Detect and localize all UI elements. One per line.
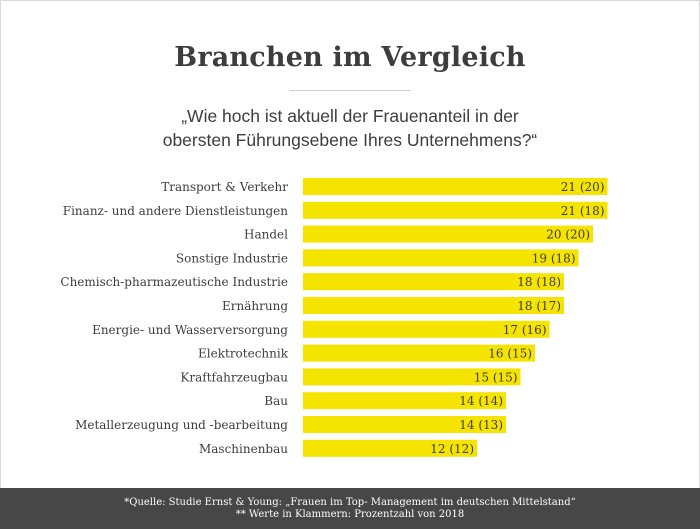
chart-subtitle: „Wie hoch ist aktuell der Frauenanteil i…: [0, 104, 700, 152]
bar: [303, 368, 521, 386]
category-label: Handel: [244, 228, 288, 242]
chart-title: Branchen im Vergleich: [174, 42, 526, 73]
category-label: Transport & Verkehr: [161, 180, 288, 194]
bar-value-label: 15 (15): [474, 370, 518, 384]
category-label: Finanz- und andere Dienstleistungen: [63, 204, 289, 218]
bar-value-label: 21 (20): [561, 180, 605, 194]
subtitle-line-1: „Wie hoch ist aktuell der Frauenanteil i…: [181, 106, 519, 126]
bar: [303, 249, 579, 267]
category-label: Kraftfahrzeugbau: [180, 370, 288, 384]
source-footer: *Quelle: Studie Ernst & Young: „Frauen i…: [0, 488, 700, 529]
bar: [303, 201, 608, 219]
bar-value-label: 19 (18): [532, 251, 576, 265]
bar: [303, 178, 608, 195]
subtitle-line-2: obersten Führungsebene Ihres Unternehmen…: [162, 130, 538, 150]
category-label: Chemisch-pharmazeutische Industrie: [60, 275, 288, 289]
bar: [303, 344, 535, 362]
bar: [303, 320, 550, 338]
bar: [303, 297, 564, 314]
bar-value-label: 18 (18): [517, 275, 561, 289]
footer-bracket-note: ** Werte in Klammern: Prozentzahl von 20…: [235, 509, 465, 520]
bar: [303, 439, 477, 457]
bar-value-label: 17 (16): [503, 323, 547, 337]
category-label: Bau: [264, 394, 288, 408]
bar: [303, 416, 506, 433]
bar-value-label: 21 (18): [561, 204, 605, 218]
category-label: Elektrotechnik: [198, 347, 289, 361]
category-label: Ernährung: [222, 299, 288, 313]
footer-source-note: *Quelle: Studie Ernst & Young: „Frauen i…: [124, 497, 576, 508]
bar: [303, 225, 593, 243]
category-label: Metallerzeugung und -bearbeitung: [75, 418, 288, 432]
title-divider: [289, 90, 411, 91]
bar: [303, 392, 506, 410]
category-label: Energie- und Wasserversorgung: [92, 323, 288, 337]
bar-value-label: 12 (12): [430, 442, 474, 456]
bar-value-label: 16 (15): [488, 347, 532, 361]
bar-value-label: 14 (13): [459, 418, 503, 432]
bar-value-label: 18 (17): [517, 299, 561, 313]
bar-value-label: 20 (20): [546, 228, 590, 242]
category-label: Sonstige Industrie: [176, 251, 288, 265]
category-label: Maschinenbau: [199, 442, 288, 456]
bar-value-label: 14 (14): [459, 394, 503, 408]
bar-chart: Transport & Verkehr 21 (20) Finanz- und an…: [60, 178, 608, 457]
bar: [303, 273, 564, 291]
